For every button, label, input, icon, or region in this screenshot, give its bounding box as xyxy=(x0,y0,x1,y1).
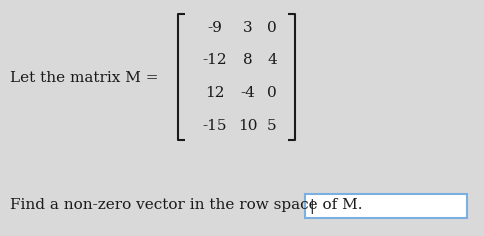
Text: -15: -15 xyxy=(203,119,227,133)
Text: 12: 12 xyxy=(205,86,225,100)
Text: -4: -4 xyxy=(241,86,256,100)
Text: -12: -12 xyxy=(203,53,227,67)
Text: Let the matrix M =: Let the matrix M = xyxy=(10,71,158,85)
Text: 3: 3 xyxy=(243,21,253,35)
Text: 0: 0 xyxy=(267,21,277,35)
Text: 0: 0 xyxy=(267,86,277,100)
FancyBboxPatch shape xyxy=(305,194,467,218)
Text: 4: 4 xyxy=(267,53,277,67)
Text: 10: 10 xyxy=(238,119,258,133)
Text: Find a non-zero vector in the row space of M.: Find a non-zero vector in the row space … xyxy=(10,198,363,212)
Text: -9: -9 xyxy=(208,21,223,35)
Text: 8: 8 xyxy=(243,53,253,67)
Text: |: | xyxy=(309,198,314,214)
Text: 5: 5 xyxy=(267,119,277,133)
